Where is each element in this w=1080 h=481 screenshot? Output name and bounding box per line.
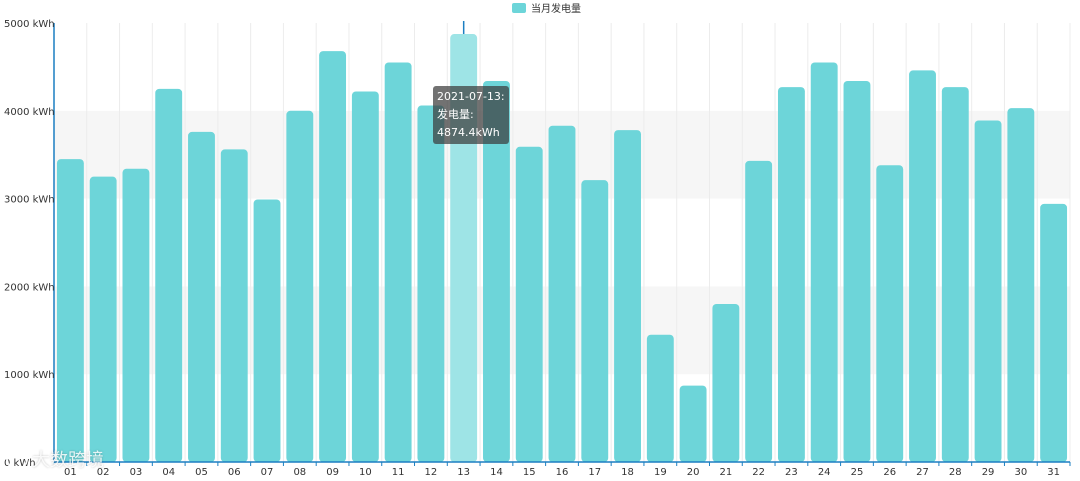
x-tick-label: 30 [1014,467,1027,478]
legend-label: 当月发电量 [531,2,581,15]
bar[interactable] [745,160,773,462]
x-tick-label: 08 [293,467,306,478]
bar[interactable] [155,88,183,462]
x-tick-label: 17 [588,467,601,478]
x-tick-label: 03 [130,467,143,478]
bar[interactable] [876,165,904,462]
tooltip-series: 发电量: [437,108,474,121]
x-tick-label: 12 [425,467,438,478]
x-tick-label: 05 [195,467,208,478]
bar[interactable] [483,80,510,462]
bar[interactable] [974,120,1002,462]
bar[interactable] [417,105,445,463]
x-tick-label: 31 [1047,467,1060,478]
bar[interactable] [581,180,609,463]
plot-band [54,23,1070,111]
x-tick-label: 23 [785,467,798,478]
tooltip-date: 2021-07-13: [437,90,505,103]
x-tick-label: 18 [621,467,634,478]
bar[interactable] [1007,108,1035,462]
bar[interactable] [319,51,347,462]
bar[interactable] [122,168,150,463]
x-tick-label: 16 [556,467,569,478]
x-tick-label: 15 [523,467,536,478]
bar[interactable] [188,131,215,462]
x-tick-label: 29 [982,467,995,478]
bar[interactable] [548,125,576,462]
x-tick-label: 28 [949,467,962,478]
x-axis: 01 02 03 04 05 06 07 08 09 10 11 12 13 14 15 16 17 18 19 20… [54,21,1071,478]
bar[interactable] [843,80,871,462]
watermark-text: 大数跨境 [32,450,104,471]
x-tick-label: 10 [359,467,372,478]
bar[interactable] [1040,203,1068,463]
vertical-grid [53,23,1071,462]
bar[interactable] [614,130,641,462]
x-tick-label: 22 [752,467,765,478]
bar[interactable] [712,303,740,462]
bar[interactable] [909,70,936,463]
bar[interactable] [384,62,412,462]
y-tick-label: 5000 kWh [4,19,55,30]
bar[interactable] [56,159,84,462]
bar[interactable] [515,146,543,462]
tooltip-value: 4874.4kWh [437,126,500,139]
bars[interactable] [56,34,1068,463]
x-tick-label: 20 [687,467,700,478]
x-tick-label: 06 [228,467,241,478]
bar[interactable] [286,110,314,463]
y-tick-label: 4000 kWh [4,107,55,118]
x-tick-label: 19 [654,467,667,478]
y-tick-label: 3000 kWh [4,195,55,206]
bar[interactable] [810,62,838,462]
x-tick-label: 24 [818,467,831,478]
bar[interactable] [679,385,707,462]
x-tick-label: 13 [457,467,470,478]
bar[interactable] [253,199,281,462]
bar[interactable] [89,176,117,462]
x-tick-label: 09 [326,467,339,478]
bar[interactable] [646,334,674,462]
x-tick-label: 27 [916,467,929,478]
x-tick-label: 02 [97,467,110,478]
tooltip: 2021-07-13: 发电量: 4874.4kWh [433,86,509,144]
y-tick-label: 2000 kWh [4,282,55,293]
watermark-logo-icon [6,448,28,470]
x-tick-label: 01 [64,467,77,478]
bar[interactable] [351,91,379,462]
x-tick-label: 21 [720,467,733,478]
y-tick-label: 1000 kWh [4,370,55,381]
x-tick-label: 11 [392,467,405,478]
bar[interactable] [777,87,805,463]
bar[interactable] [220,149,248,462]
x-tick-label: 26 [883,467,896,478]
bar[interactable] [941,87,969,463]
legend[interactable]: 当月发电量 [512,2,581,15]
legend-swatch [512,3,526,13]
watermark: 大数跨境 [6,446,104,472]
x-tick-label: 04 [162,467,175,478]
x-tick-label: 25 [851,467,864,478]
x-tick-label: 14 [490,467,503,478]
x-tick-label: 07 [261,467,274,478]
